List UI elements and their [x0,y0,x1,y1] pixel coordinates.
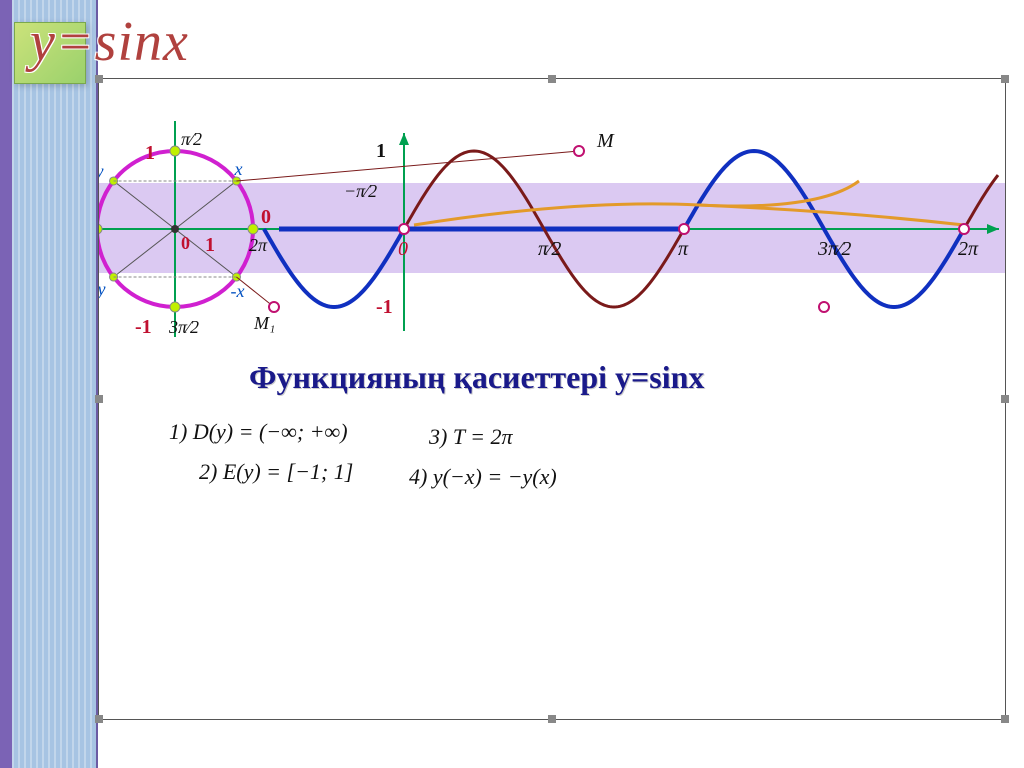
formula-3: 3) T = 2π [429,424,513,450]
svg-text:π⁄2: π⁄2 [181,129,202,149]
formula-1: 1) D(y) = (−∞; +∞) [169,419,348,445]
svg-text:3π⁄2: 3π⁄2 [168,317,199,337]
svg-text:M: M [596,130,615,152]
subtitle: Функцияның қасиеттері y=sinx [249,359,704,396]
svg-text:0: 0 [398,238,408,260]
svg-text:π: π [678,238,689,260]
svg-text:2π: 2π [958,238,979,260]
svg-text:y: y [99,161,104,181]
svg-text:0: 0 [261,206,271,228]
svg-text:-1: -1 [376,296,393,318]
svg-text:1: 1 [205,234,215,256]
svg-text:2π: 2π [249,235,268,255]
svg-text:−π⁄2: −π⁄2 [344,181,377,201]
formula-2: 2) E(y) = [−1; 1] [199,459,353,485]
svg-text:0: 0 [181,233,190,253]
svg-text:3π⁄2: 3π⁄2 [817,238,851,260]
svg-text:1: 1 [145,142,155,164]
svg-text:π⁄2: π⁄2 [538,238,561,260]
svg-text:-x: -x [230,281,244,301]
svg-text:M₁: M₁ [253,313,275,333]
content-frame: π⁄21-13π⁄2π-12π010x-xy-y0π⁄2π3π⁄22π1-1−π… [98,78,1006,720]
svg-text:-1: -1 [135,316,152,338]
formula-4: 4) y(−x) = −y(x) [409,464,557,490]
svg-text:1: 1 [376,140,386,162]
sine-chart: π⁄21-13π⁄2π-12π010x-xy-y0π⁄2π3π⁄22π1-1−π… [99,79,1005,719]
svg-text:-y: -y [99,279,106,299]
svg-text:x: x [233,159,242,179]
page-title: y=sinx [30,10,189,74]
decorative-left-border [0,0,98,768]
